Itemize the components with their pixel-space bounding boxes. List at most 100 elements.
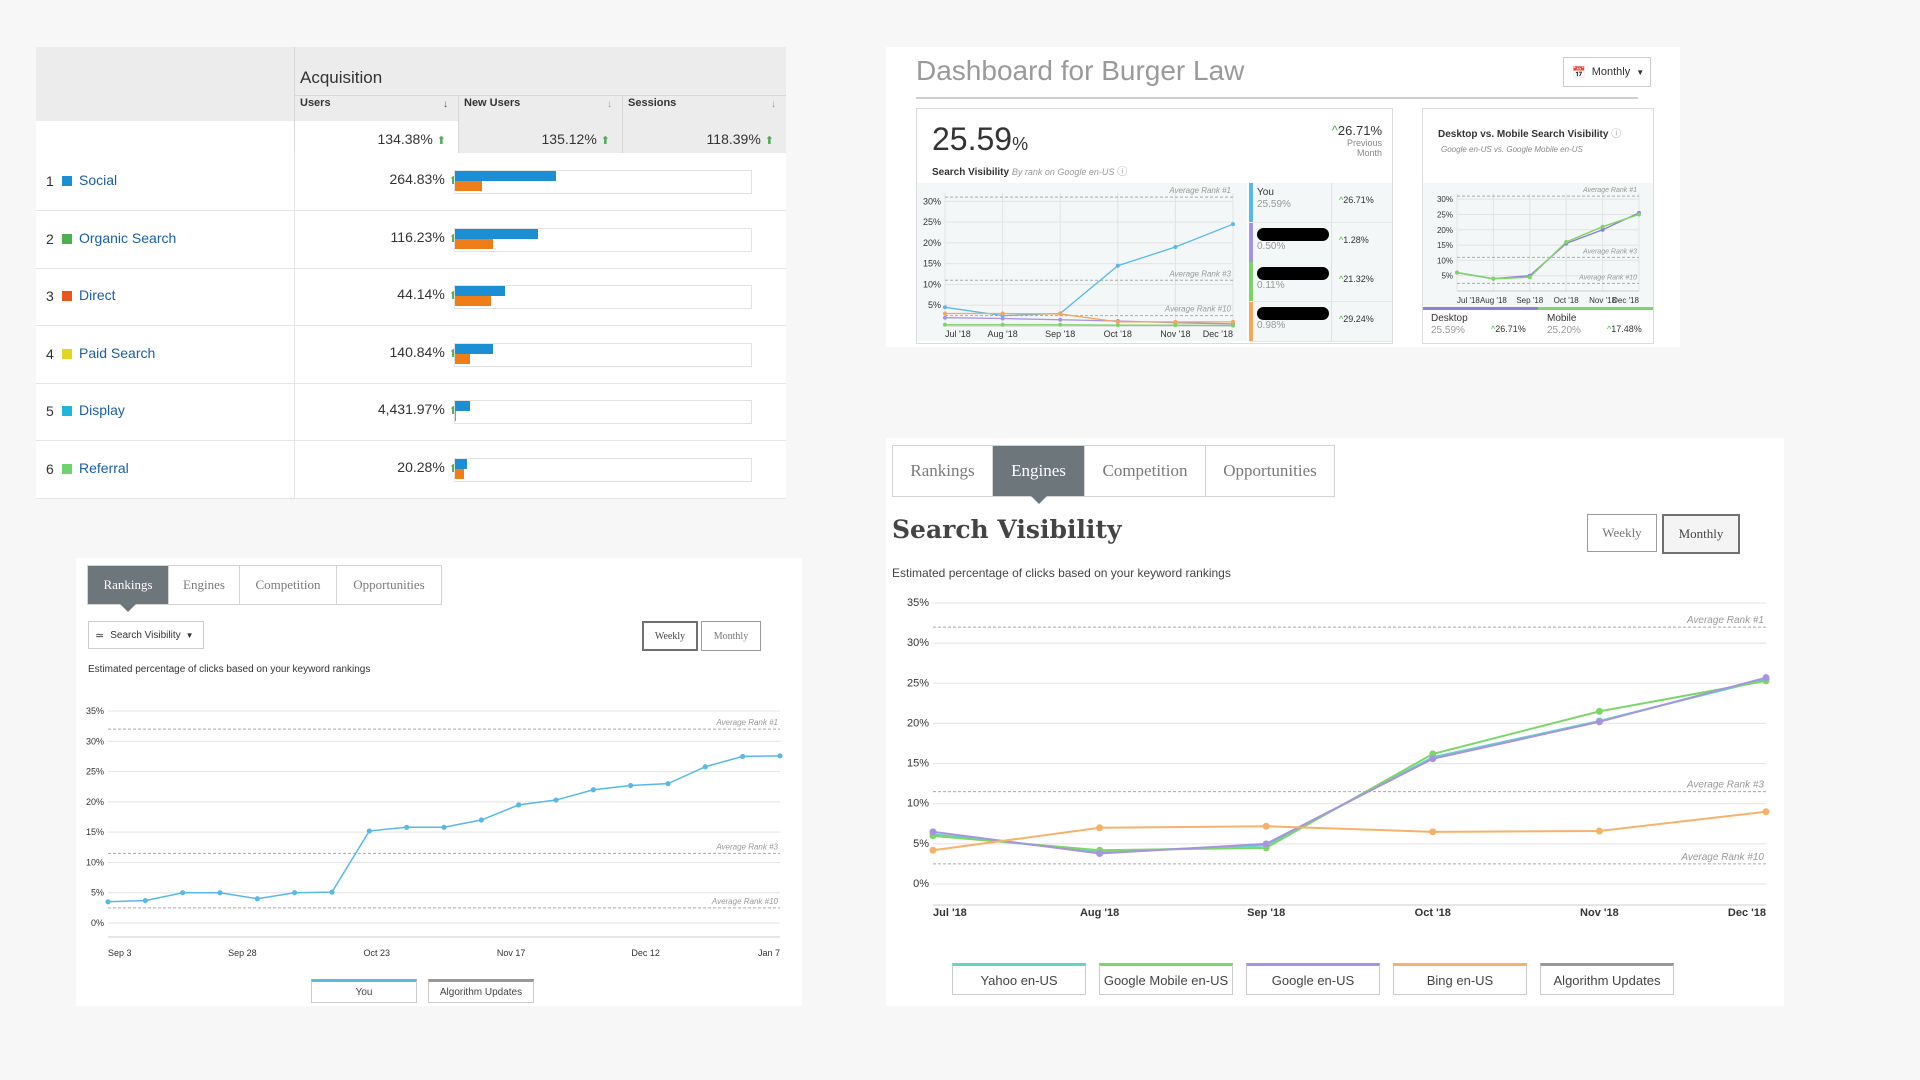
legend-item[interactable]: Google Mobile en-US — [1099, 963, 1233, 995]
channel-link[interactable]: Display — [79, 402, 125, 418]
series-line — [932, 810, 1767, 852]
y-tick-label: 20% — [907, 717, 929, 729]
x-tick-label: Nov '18 — [1580, 907, 1619, 919]
y-tick-label: 35% — [907, 597, 929, 609]
channel-link[interactable]: Direct — [79, 287, 116, 303]
legend-item[interactable]: Yahoo en-US — [952, 963, 1086, 995]
legend-algorithm-updates[interactable]: Algorithm Updates — [428, 979, 534, 1003]
row-bar-track — [454, 170, 752, 194]
data-point — [777, 753, 783, 759]
legend-item[interactable]: Bing en-US — [1393, 963, 1527, 995]
acquisition-table: Acquisition Users ↓ New Users ↓ Sessions… — [36, 47, 786, 499]
visibility-change: ^26.71% Previous Month — [1331, 123, 1382, 158]
sort-icon[interactable]: ↓ — [607, 99, 612, 110]
info-icon: ⓘ — [1611, 129, 1622, 140]
new-users-bar — [455, 353, 470, 364]
up-arrow-icon: ⬆ — [449, 463, 458, 475]
channel-link[interactable]: Social — [79, 172, 118, 188]
legend-item[interactable]: Google en-US — [1246, 963, 1380, 995]
row-bar-track — [454, 227, 752, 252]
x-tick-label: Aug '18 — [1480, 296, 1507, 305]
column-new-users[interactable]: New Users — [464, 97, 521, 109]
tab-opportunities[interactable]: Opportunities — [337, 566, 441, 604]
x-tick-label: Dec '18 — [1203, 329, 1233, 339]
column-users[interactable]: Users — [300, 97, 331, 109]
series-line — [944, 223, 1234, 317]
data-point — [1231, 319, 1235, 324]
period-dropdown[interactable]: 📅 Monthly ▼ — [1563, 57, 1651, 87]
data-point — [1429, 750, 1437, 758]
data-point — [1600, 224, 1605, 229]
channel-link[interactable]: Referral — [79, 459, 129, 476]
data-point — [1429, 828, 1437, 836]
data-point — [943, 315, 947, 320]
dm-desktop-change: ^26.71% — [1491, 324, 1526, 334]
up-arrow-icon: ⬆ — [449, 290, 458, 302]
metric-dropdown[interactable]: ≃ Search Visibility ▼ — [88, 621, 204, 649]
competitor-item[interactable]: 0.50% ^1.28% — [1249, 222, 1392, 263]
data-point — [1600, 227, 1605, 232]
y-tick-label: 30% — [1437, 195, 1453, 204]
data-point — [441, 824, 447, 830]
tab-rankings[interactable]: Rankings — [88, 566, 169, 612]
data-point — [1595, 707, 1603, 715]
data-point — [665, 781, 671, 787]
y-tick-label: 30% — [907, 637, 929, 649]
channel-link[interactable]: Organic Search — [79, 229, 177, 246]
x-tick-label: Oct '18 — [1415, 907, 1451, 919]
weekly-button[interactable]: Weekly — [1587, 514, 1657, 552]
tab-engines[interactable]: Engines — [993, 446, 1085, 504]
channel-color-swatch — [62, 233, 72, 244]
row-percent: 140.84%⬆ — [336, 344, 459, 360]
column-sessions[interactable]: Sessions — [628, 97, 677, 109]
dm-mobile-change: ^17.48% — [1607, 324, 1642, 334]
data-point — [553, 797, 559, 803]
tab-competition[interactable]: Competition — [1085, 446, 1206, 496]
up-arrow-icon: ⬆ — [449, 175, 458, 187]
monthly-button[interactable]: Monthly — [1662, 514, 1740, 554]
engines-chart: 35% 30% 25% 20% 15% 10% 5% 0% Average Rank #1 Ave… — [907, 597, 1770, 919]
sort-icon[interactable]: ↓ — [771, 99, 776, 110]
y-tick-label: 35% — [86, 706, 104, 716]
engines-panel: Rankings Engines Competition Opportuniti… — [886, 438, 1784, 1006]
dm-title: Desktop vs. Mobile Search Visibility ⓘ — [1438, 129, 1622, 140]
data-point — [516, 802, 522, 808]
data-point — [1058, 311, 1063, 316]
reference-line-label: Average Rank #1 — [1686, 615, 1764, 626]
legend-you[interactable]: You — [311, 979, 417, 1003]
x-tick-label: Jul '18 — [1457, 296, 1480, 305]
data-point — [702, 764, 708, 770]
sort-down-icon[interactable]: ↓ — [443, 99, 448, 110]
tab-rankings[interactable]: Rankings — [893, 446, 993, 496]
acquisition-header: Acquisition Users ↓ New Users ↓ Sessions… — [36, 47, 786, 153]
competitor-item[interactable]: You 25.59% ^26.71% — [1249, 183, 1392, 223]
dashboard-visibility-chart: 30% 25% 20% 15% 10% 5% Average Rank #1 Average … — [917, 183, 1247, 341]
channel-link[interactable]: Paid Search — [79, 344, 156, 361]
acquisition-row: 3 Direct 44.14%⬆ — [36, 268, 786, 326]
x-tick-label: Sep 28 — [228, 948, 257, 958]
channel-color-swatch — [62, 176, 72, 186]
monthly-button[interactable]: Monthly — [701, 621, 761, 651]
data-point — [1262, 840, 1270, 848]
tab-competition[interactable]: Competition — [240, 566, 337, 604]
data-point — [929, 846, 937, 854]
data-point — [1173, 323, 1178, 328]
legend-item[interactable]: Algorithm Updates — [1540, 963, 1674, 995]
data-point — [1491, 276, 1496, 281]
data-point — [1564, 240, 1569, 244]
data-point — [1000, 311, 1005, 316]
rankings-tabs: Rankings Engines Competition Opportuniti… — [87, 565, 442, 612]
y-tick-label: 30% — [86, 736, 104, 746]
series-line — [932, 676, 1767, 855]
tab-engines[interactable]: Engines — [169, 566, 240, 604]
total-new-users: 135.12% ⬆ — [541, 131, 611, 147]
competitor-item[interactable]: 0.11% ^21.32% — [1249, 262, 1392, 302]
row-bar-track — [454, 342, 752, 367]
data-point — [366, 828, 372, 834]
weekly-button[interactable]: Weekly — [642, 621, 698, 651]
x-tick-label: Jul '18 — [933, 907, 967, 919]
channel-color-swatch — [62, 291, 72, 301]
tab-opportunities[interactable]: Opportunities — [1206, 446, 1334, 496]
competitor-item[interactable]: 0.98% ^29.24% — [1249, 301, 1392, 342]
reference-line-label: Average Rank #10 — [1680, 852, 1764, 863]
